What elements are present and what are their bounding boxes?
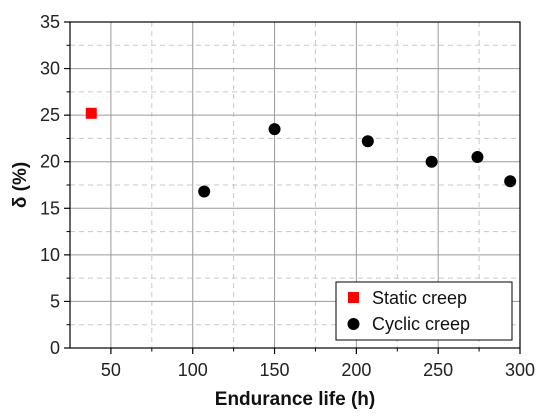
x-tick-label: 300 bbox=[505, 360, 535, 380]
tick-labels: 50 100 150 200 250 300 0 5 10 15 20 25 30 35 bbox=[40, 12, 535, 380]
x-tick-label: 100 bbox=[178, 360, 208, 380]
data-points bbox=[85, 107, 517, 198]
x-tick-label: 150 bbox=[260, 360, 290, 380]
legend: Static creep Cyclic creep bbox=[335, 281, 513, 341]
cyclic-creep-point bbox=[198, 185, 211, 198]
y-tick-label: 0 bbox=[50, 338, 60, 358]
cyclic-creep-point bbox=[425, 155, 438, 168]
legend-marker-static-creep bbox=[348, 292, 359, 303]
minor-grid bbox=[70, 22, 520, 348]
legend-box bbox=[335, 281, 513, 341]
x-tick-label: 250 bbox=[423, 360, 453, 380]
y-tick-label: 25 bbox=[40, 105, 60, 125]
y-tick-label: 10 bbox=[40, 245, 60, 265]
static-creep-point bbox=[85, 107, 97, 119]
x-axis-title: Endurance life (h) bbox=[215, 389, 375, 410]
legend-marker-cyclic-creep bbox=[347, 318, 360, 330]
y-tick-label: 15 bbox=[40, 198, 60, 218]
y-tick-label: 30 bbox=[40, 59, 60, 79]
legend-label-cyclic-creep: Cyclic creep bbox=[372, 314, 470, 334]
y-tick-label: 35 bbox=[40, 12, 60, 32]
y-tick-label: 5 bbox=[50, 291, 60, 311]
axis-ticks bbox=[64, 21, 521, 354]
x-tick-label: 200 bbox=[341, 360, 371, 380]
cyclic-creep-point bbox=[268, 123, 281, 136]
x-tick-label: 50 bbox=[101, 360, 121, 380]
legend-label-static-creep: Static creep bbox=[372, 288, 467, 308]
cyclic-creep-point bbox=[361, 135, 374, 148]
cyclic-creep-point bbox=[471, 151, 484, 164]
y-axis-title: δ (%) bbox=[10, 162, 31, 208]
y-tick-label: 20 bbox=[40, 152, 60, 172]
cyclic-creep-point bbox=[504, 175, 517, 188]
